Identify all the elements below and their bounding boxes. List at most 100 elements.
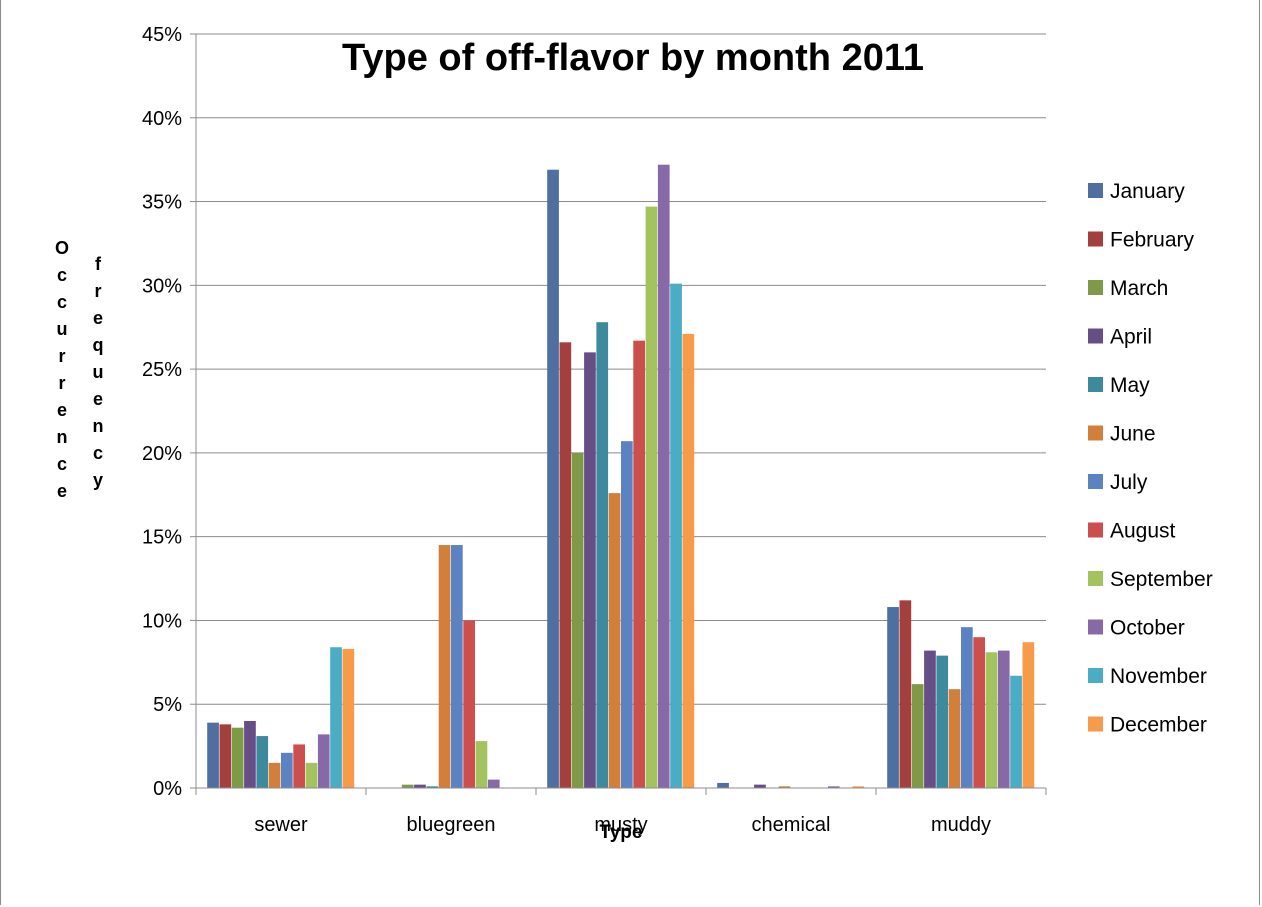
- bar-june-muddy: [948, 689, 961, 788]
- legend-label: June: [1110, 423, 1156, 446]
- bar-july-muddy: [961, 627, 973, 788]
- x-tick-label: musty: [594, 814, 647, 836]
- bar-august-sewer: [293, 744, 305, 788]
- x-tick-label: muddy: [931, 814, 991, 836]
- bar-may-musty: [596, 322, 609, 788]
- x-tick-label: chemical: [752, 814, 831, 836]
- y-axis-title-letter: e: [57, 481, 67, 501]
- legend-swatch: [1088, 571, 1103, 586]
- bar-october-musty: [657, 164, 670, 788]
- bar-june-musty: [608, 493, 621, 788]
- y-tick-label: 0%: [153, 778, 182, 800]
- y-tick-label: 15%: [142, 527, 182, 549]
- bar-june-chemical: [778, 786, 791, 788]
- bar-april-musty: [584, 352, 596, 788]
- bar-november-musty: [670, 283, 682, 788]
- bar-october-chemical: [827, 786, 840, 788]
- bar-august-bluegreen: [463, 620, 475, 788]
- y-tick-label: 30%: [142, 275, 182, 297]
- bar-may-sewer: [256, 736, 269, 788]
- y-tick-labels: 0% 5% 10% 15% 20% 25% 30% 35% 40% 45%: [142, 24, 182, 800]
- y-tick-label: 10%: [142, 610, 182, 632]
- chart-title: Type of off-flavor by month 2011: [342, 37, 924, 79]
- y-axis-title-letter: r: [58, 373, 65, 393]
- y-axis-title-letter: n: [93, 416, 104, 436]
- legend-label: March: [1110, 277, 1168, 300]
- bar-september-sewer: [305, 762, 318, 788]
- legend-label: December: [1110, 714, 1207, 737]
- legend-swatch: [1088, 231, 1103, 247]
- legend-swatch: [1088, 377, 1103, 392]
- y-axis-title-letter: c: [57, 265, 67, 285]
- legend: January February March April May June July Augu…: [1088, 180, 1213, 737]
- legend-swatch: [1088, 716, 1103, 732]
- legend-swatch: [1088, 619, 1103, 635]
- bar-december-musty: [682, 333, 695, 788]
- legend-label: November: [1110, 665, 1207, 688]
- bar-september-bluegreen: [475, 741, 488, 788]
- y-axis-title-letter: r: [58, 346, 65, 366]
- bar-december-muddy: [1022, 642, 1035, 788]
- bar-july-musty: [621, 441, 633, 788]
- bar-march-musty: [571, 452, 584, 788]
- bar-july-bluegreen: [451, 545, 463, 788]
- bar-january-sewer: [207, 722, 219, 788]
- bar-january-musty: [547, 169, 559, 789]
- y-axis-title-letter: c: [57, 454, 67, 474]
- bar-january-chemical: [717, 782, 729, 788]
- x-tick-label: sewer: [254, 814, 308, 836]
- bar-may-bluegreen: [426, 786, 439, 788]
- x-tick-labels: sewer bluegreen musty chemical muddy: [254, 814, 991, 836]
- legend-label: July: [1110, 471, 1148, 494]
- axes: [195, 34, 1047, 795]
- x-axis-title: Type: [600, 822, 643, 843]
- bar-september-muddy: [985, 652, 998, 788]
- bar-march-muddy: [911, 684, 924, 788]
- legend-label: May: [1110, 374, 1150, 397]
- bar-april-muddy: [924, 650, 936, 788]
- bars: [207, 164, 1035, 789]
- bar-august-muddy: [973, 637, 985, 788]
- y-tick-label: 45%: [142, 24, 182, 46]
- bar-october-muddy: [997, 650, 1010, 788]
- bar-december-sewer: [342, 648, 355, 788]
- bar-february-sewer: [219, 724, 232, 788]
- y-axis-title-letter: e: [93, 389, 103, 409]
- bar-december-chemical: [852, 786, 865, 788]
- legend-swatch: [1088, 328, 1103, 344]
- y-axis-title-letter: e: [57, 400, 67, 420]
- y-axis-title-letter: c: [57, 292, 67, 312]
- bar-june-bluegreen: [438, 545, 451, 788]
- bar-september-musty: [645, 206, 658, 788]
- y-axis-title-letter: q: [93, 335, 104, 355]
- y-axis-title-letter: r: [94, 281, 101, 301]
- legend-label: January: [1110, 180, 1185, 203]
- legend-label: October: [1110, 617, 1185, 640]
- bar-august-musty: [633, 340, 645, 788]
- bar-april-sewer: [244, 720, 256, 788]
- y-tick-label: 20%: [142, 443, 182, 465]
- legend-swatch: [1088, 183, 1103, 198]
- bar-april-bluegreen: [414, 784, 426, 788]
- bar-january-muddy: [887, 607, 899, 788]
- y-axis-title-letter: n: [57, 427, 68, 447]
- legend-label: February: [1110, 229, 1195, 252]
- legend-swatch: [1088, 425, 1103, 441]
- legend-label: August: [1110, 520, 1176, 543]
- bar-february-muddy: [899, 600, 912, 788]
- y-axis-title-letter: y: [93, 470, 103, 490]
- legend-swatch: [1088, 522, 1103, 538]
- bar-november-sewer: [330, 647, 342, 788]
- legend-label: April: [1110, 326, 1152, 349]
- legend-label: September: [1110, 568, 1213, 591]
- legend-swatch: [1088, 474, 1103, 489]
- y-axis-title-letter: u: [57, 319, 68, 339]
- bar-november-muddy: [1010, 675, 1022, 788]
- bar-october-sewer: [317, 734, 330, 788]
- bar-may-muddy: [936, 655, 949, 788]
- bar-april-chemical: [754, 784, 766, 788]
- y-tick-label: 25%: [142, 359, 182, 381]
- legend-swatch: [1088, 280, 1103, 295]
